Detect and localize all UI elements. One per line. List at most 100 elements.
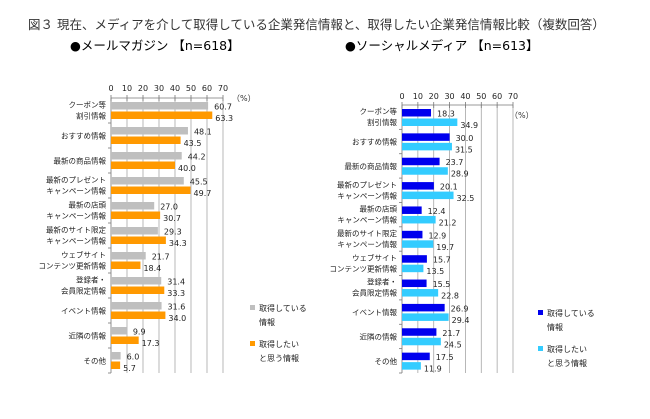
data-label: 63.3 xyxy=(215,114,233,123)
bar xyxy=(111,311,166,319)
category-label: 最新のプレゼント xyxy=(46,175,106,185)
data-label: 45.5 xyxy=(190,178,208,187)
category-label: おすすめ情報 xyxy=(352,137,397,147)
category-label: 登録者・ xyxy=(76,275,106,285)
legend-label: 取得している xyxy=(259,303,307,313)
data-label: 34.3 xyxy=(169,239,187,248)
category-label: 最新のサイト限定 xyxy=(46,225,106,235)
bar xyxy=(111,152,182,160)
bar xyxy=(402,191,454,200)
x-tick-label: 70 xyxy=(218,84,228,93)
bar xyxy=(402,240,434,248)
x-tick-label: 20 xyxy=(138,84,148,93)
bar xyxy=(111,302,162,310)
legend-label: と思う情報 xyxy=(259,353,299,363)
data-label: 17.5 xyxy=(436,353,454,362)
data-label: 43.5 xyxy=(184,139,202,148)
x-tick-label: 60 xyxy=(202,84,212,93)
x-tick-label: 0 xyxy=(108,84,113,93)
data-label: 12.4 xyxy=(428,207,446,216)
bar xyxy=(111,102,209,110)
data-label: 11.9 xyxy=(424,365,442,374)
category-label: キャンペーン情報 xyxy=(337,239,397,249)
legend-swatch xyxy=(538,310,543,315)
bar xyxy=(402,133,450,141)
bar xyxy=(402,157,440,166)
data-label: 34.0 xyxy=(168,314,186,323)
category-label: 最新のプレゼント xyxy=(337,179,397,189)
x-tick-label: 20 xyxy=(429,92,439,101)
data-label: 20.1 xyxy=(440,183,458,192)
x-tick-label: 40 xyxy=(170,84,180,93)
x-tick-label: 60 xyxy=(492,92,502,101)
category-label: 近隣の情報 xyxy=(69,331,107,341)
bar xyxy=(111,352,121,360)
bar xyxy=(111,161,175,169)
category-label: キャンペーン情報 xyxy=(46,186,106,196)
bar xyxy=(111,236,166,244)
data-label: 17.3 xyxy=(142,339,160,348)
unit-label: （%） xyxy=(232,94,256,103)
category-label: 会員限定情報 xyxy=(61,286,106,296)
category-label: 会員限定情報 xyxy=(352,288,397,298)
data-label: 34.9 xyxy=(460,121,478,130)
category-label: 登録者・ xyxy=(367,277,397,287)
category-label: キャンペーン情報 xyxy=(337,215,397,225)
bar xyxy=(111,211,161,219)
data-label: 21.2 xyxy=(439,218,457,227)
data-label: 31.6 xyxy=(168,303,186,312)
data-label: 18.3 xyxy=(437,110,455,119)
category-label: イベント情報 xyxy=(352,307,397,317)
category-label: その他 xyxy=(84,356,107,366)
data-label: 30.7 xyxy=(163,214,181,223)
category-label: ウェブサイト xyxy=(61,250,106,260)
bar xyxy=(111,136,181,144)
data-label: 9.9 xyxy=(133,328,146,337)
legend-label: と思う情報 xyxy=(547,358,587,368)
category-label: 割引情報 xyxy=(76,111,106,121)
category-label: 最新のサイト限定 xyxy=(337,228,397,238)
legend-label: 情報 xyxy=(547,322,563,332)
data-label: 29.3 xyxy=(164,228,182,237)
data-label: 13.5 xyxy=(426,267,444,276)
bar xyxy=(402,215,436,224)
bar xyxy=(111,111,213,119)
data-label: 32.5 xyxy=(457,194,475,203)
x-tick-label: 50 xyxy=(476,92,486,101)
bar xyxy=(402,182,434,190)
data-label: 27.0 xyxy=(160,203,178,212)
x-tick-label: 10 xyxy=(122,84,132,93)
bar xyxy=(111,127,188,135)
category-label: 最新の店頭 xyxy=(69,200,107,210)
data-label: 60.7 xyxy=(214,103,232,112)
data-label: 5.7 xyxy=(123,364,136,373)
legend-label: 取得している xyxy=(547,308,595,318)
category-label: 最新の商品情報 xyxy=(345,161,398,171)
legend-label: 取得したい xyxy=(547,344,587,354)
legend-swatch xyxy=(250,305,255,310)
chart-title-mail: ●メールマガジン 【n=618】 xyxy=(70,38,240,53)
bar xyxy=(402,362,421,370)
category-label: 割引情報 xyxy=(367,117,397,127)
data-label: 31.4 xyxy=(167,278,185,287)
category-label: キャンペーン情報 xyxy=(337,190,397,200)
bar xyxy=(111,327,127,335)
data-label: 33.3 xyxy=(167,289,185,298)
data-label: 15.5 xyxy=(433,280,451,289)
data-label: 12.9 xyxy=(428,231,446,240)
bar xyxy=(402,352,430,361)
data-label: 31.5 xyxy=(455,145,473,154)
bar xyxy=(402,264,424,273)
data-label: 49.7 xyxy=(194,189,212,198)
category-label: ウェブサイト xyxy=(352,252,397,262)
data-label: 15.7 xyxy=(433,256,451,265)
bar xyxy=(111,252,146,260)
category-label: クーポン等 xyxy=(69,100,107,110)
category-label: キャンペーン情報 xyxy=(46,236,106,246)
data-label: 48.1 xyxy=(194,128,212,137)
bar xyxy=(111,361,121,369)
x-tick-label: 40 xyxy=(460,92,470,101)
unit-label: （%） xyxy=(510,111,534,120)
